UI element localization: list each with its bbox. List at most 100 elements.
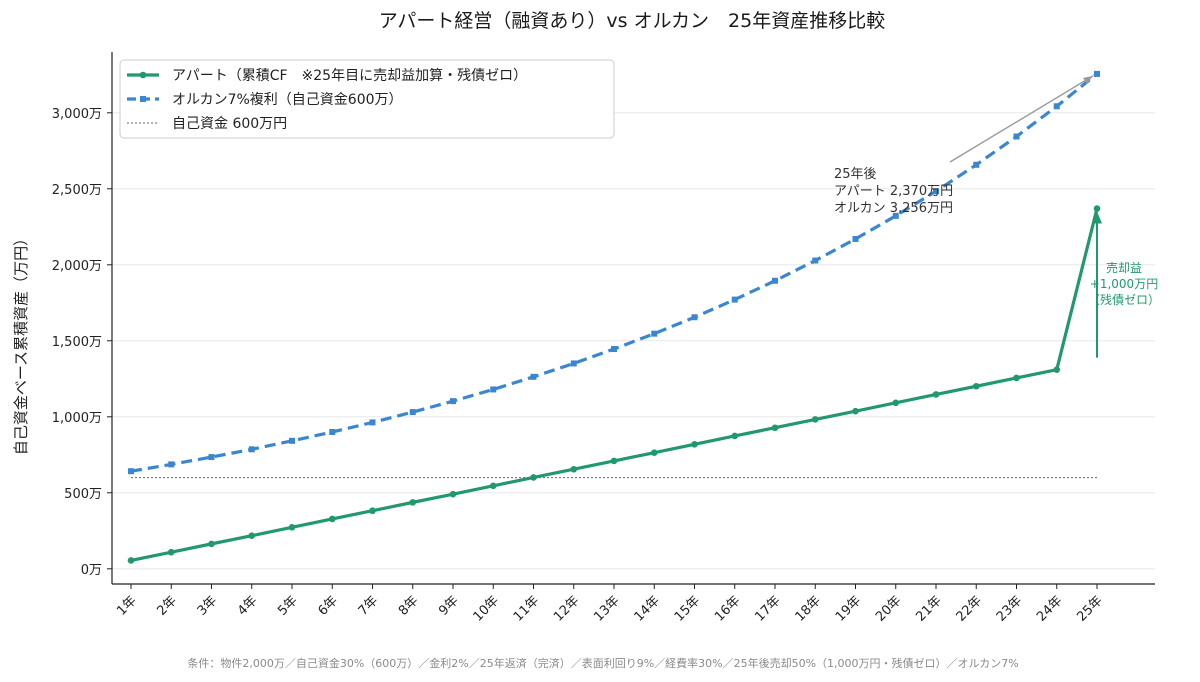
data-point	[1093, 205, 1101, 212]
data-point	[972, 382, 980, 390]
summary-arrow-head	[1083, 75, 1093, 84]
x-tick-label: 18年	[793, 593, 824, 624]
data-point	[852, 407, 859, 415]
data-point	[892, 212, 899, 219]
axes	[111, 52, 1155, 585]
data-point	[168, 461, 175, 468]
data-point	[127, 557, 135, 564]
data-point	[570, 360, 577, 367]
x-tick-label: 14年	[632, 593, 663, 624]
x-tick-label: 23年	[994, 593, 1025, 624]
data-point	[772, 277, 778, 284]
y-tick-label: 2,000万	[52, 259, 102, 274]
data-point	[933, 188, 939, 195]
x-tick-label: 3年	[195, 593, 221, 619]
data-point	[731, 432, 739, 440]
data-point	[530, 373, 537, 380]
data-point	[731, 296, 738, 303]
sale-line: +1,000万円	[1090, 277, 1158, 291]
x-tick-label: 10年	[471, 593, 502, 624]
data-point	[329, 429, 336, 435]
summary-arrow	[949, 75, 1094, 163]
data-point	[1013, 133, 1020, 140]
data-point	[128, 468, 134, 475]
data-point	[449, 490, 457, 498]
data-point	[973, 161, 980, 168]
x-tick-label: 6年	[315, 593, 341, 619]
x-tick-label: 24年	[1034, 593, 1065, 624]
x-tick-label: 20年	[873, 593, 904, 624]
y-tick-label: 500万	[64, 487, 102, 502]
x-tick-label: 15年	[672, 593, 703, 624]
data-point	[409, 499, 417, 506]
x-tick-label: 5年	[275, 593, 301, 619]
legend-marker	[139, 71, 147, 79]
data-point	[208, 540, 215, 548]
data-point	[691, 314, 698, 321]
summary-line: オルカン 3,256万円	[834, 201, 953, 216]
x-tick-label: 1年	[114, 593, 140, 619]
legend-item-0[interactable]: アパート（累積CF ※25年目に売却益加算・残債ゼロ）	[127, 68, 527, 84]
x-ticks: 1年 2年 3年 4年 5年 6年 7年 8年 9年 10年 11年 12年 13年 14年 15年 16年 1…	[114, 584, 1106, 625]
data-point	[248, 446, 255, 453]
x-tick-label: 19年	[833, 593, 864, 624]
series	[127, 70, 1101, 564]
data-point	[288, 524, 296, 531]
legend-label: アパート（累積CF ※25年目に売却益加算・残債ゼロ）	[172, 68, 527, 84]
data-point	[570, 465, 578, 473]
x-tick-label: 8年	[396, 593, 422, 619]
x-tick-label: 4年	[235, 593, 261, 619]
series-0	[127, 205, 1101, 564]
legend-label: 自己資金 600万円	[172, 116, 287, 132]
legend[interactable]: アパート（累積CF ※25年目に売却益加算・残債ゼロ） オルカン7%複利（自己資金…	[119, 59, 615, 139]
data-point	[650, 449, 658, 456]
legend-item-2[interactable]: 自己資金 600万円	[127, 116, 287, 132]
y-tick-label: 0万	[81, 563, 102, 578]
data-point	[651, 330, 658, 337]
data-point	[289, 437, 295, 444]
data-point	[610, 457, 618, 465]
chart-title: アパート経営（融資あり）vs オルカン 25年資産推移比較	[379, 10, 885, 32]
data-point	[1094, 70, 1100, 77]
data-point	[450, 398, 456, 405]
sale-arrow-head	[1092, 211, 1102, 224]
legend-item-1[interactable]: オルカン7%複利（自己資金600万）	[127, 91, 403, 108]
data-point	[167, 548, 175, 556]
sale-line: （残債ゼロ）	[1088, 292, 1160, 307]
x-tick-label: 2年	[154, 593, 180, 619]
x-tick-label: 21年	[913, 593, 944, 624]
summary-line: アパート 2,370万円	[834, 184, 953, 199]
data-point	[490, 386, 497, 393]
data-point	[369, 419, 376, 426]
summary-line: 25年後	[834, 167, 877, 182]
x-tick-label: 17年	[752, 593, 783, 624]
data-point	[1013, 374, 1020, 382]
x-tick-label: 22年	[954, 593, 985, 624]
x-tick-label: 16年	[712, 593, 743, 624]
legend-marker	[140, 96, 146, 102]
data-point	[932, 391, 940, 398]
legend-box	[119, 59, 615, 139]
data-point	[811, 416, 819, 423]
data-point	[530, 474, 537, 481]
data-point	[489, 482, 497, 490]
x-tick-label: 11年	[511, 593, 542, 624]
data-point	[1053, 103, 1060, 110]
x-tick-label: 12年	[551, 593, 582, 624]
series-1	[128, 70, 1100, 475]
x-tick-label: 25年	[1074, 593, 1105, 624]
footnote: 条件：物件2,000万／自己資金30%（600万）／金利2%／25年返済（完済）…	[187, 656, 1018, 670]
data-point	[1053, 366, 1061, 373]
y-axis-label: 自己資金ベース累積資産（万円）	[12, 231, 30, 455]
data-point	[852, 235, 859, 242]
x-tick-label: 7年	[356, 593, 382, 619]
y-tick-label: 2,500万	[52, 183, 102, 198]
data-point	[611, 346, 617, 353]
sale-line: 売却益	[1106, 260, 1142, 275]
data-point	[369, 507, 376, 515]
data-point	[328, 515, 336, 523]
legend-label: オルカン7%複利（自己資金600万）	[172, 91, 403, 108]
data-point	[208, 454, 215, 461]
